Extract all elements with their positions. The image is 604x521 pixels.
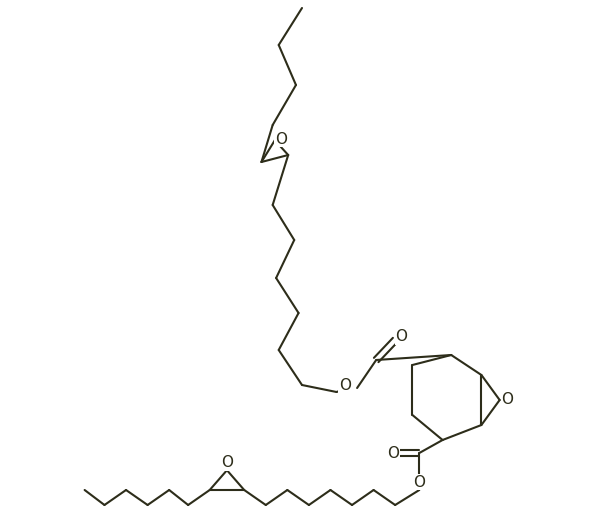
Text: O: O [413, 475, 425, 490]
Text: O: O [275, 132, 287, 147]
Text: O: O [387, 445, 399, 461]
Text: O: O [221, 455, 233, 470]
Text: O: O [501, 392, 513, 407]
Text: O: O [396, 329, 408, 344]
Text: O: O [339, 378, 351, 393]
